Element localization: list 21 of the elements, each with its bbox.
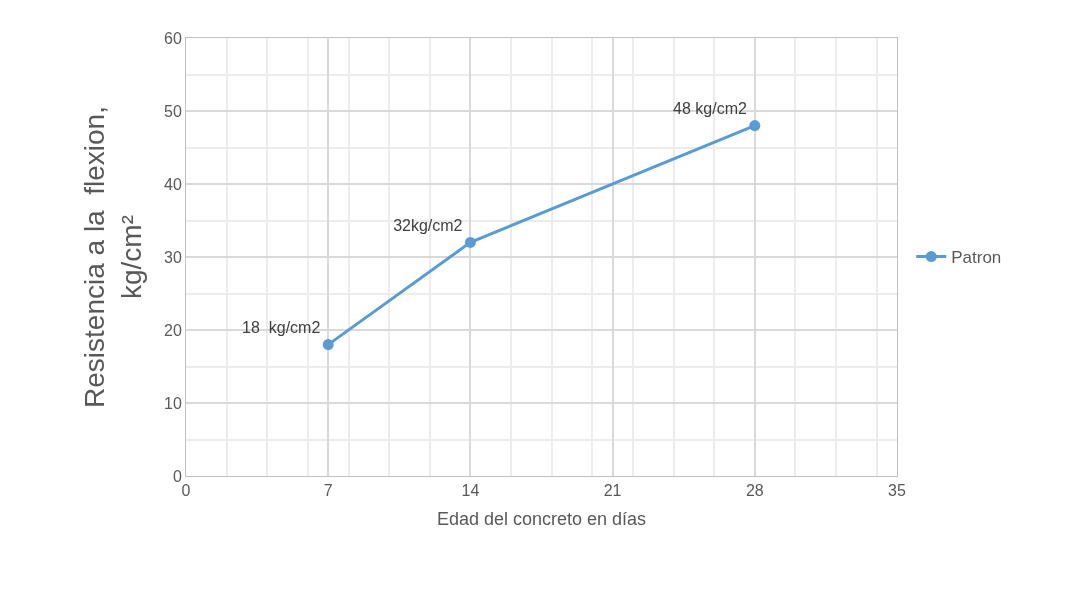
point xyxy=(464,236,476,248)
data-label: 32kg/cm2 xyxy=(393,216,463,234)
data-label: 18 kg/cm2 xyxy=(242,318,321,336)
point xyxy=(322,339,334,351)
y-tick-label: 0 xyxy=(172,467,182,485)
y-tick-label: 40 xyxy=(164,175,182,193)
x-tick-label: 7 xyxy=(323,482,333,500)
x-tick-label: 21 xyxy=(603,482,622,500)
x-axis-title: Edad del concreto en días xyxy=(436,509,647,530)
y-tick-label: 10 xyxy=(164,394,182,412)
y-tick-label: 60 xyxy=(164,29,182,47)
point xyxy=(749,120,761,132)
x-tick-label: 14 xyxy=(461,482,480,500)
y-tick-label: 30 xyxy=(164,248,182,266)
x-tick-label: 35 xyxy=(888,482,906,500)
data-label: 48 kg/cm2 xyxy=(673,99,748,117)
y-axis-title: Resistencia a la flexion, kg/cm² xyxy=(79,106,147,408)
x-tick-label: 28 xyxy=(745,482,764,500)
y-tick-label: 20 xyxy=(164,321,182,339)
legend-label: Patron xyxy=(951,248,1002,268)
y-tick-label: 50 xyxy=(164,102,182,120)
